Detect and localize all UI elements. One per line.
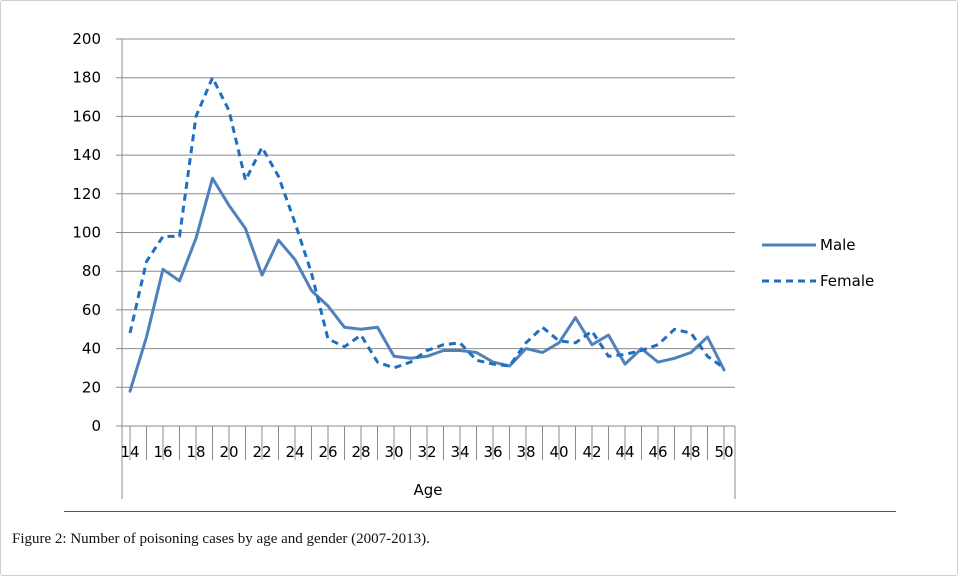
y-tick-label-80: 80 [82,262,101,280]
x-axis-ticks: 14 16 18 20 22 24 26 28 30 32 34 36 38 40 42 44 46 48 50 [120,426,734,461]
series-lines [128,76,726,393]
x-tick-label-46: 46 [648,443,667,461]
x-tick-label-36: 36 [483,443,502,461]
y-tick-label-0: 0 [91,417,101,435]
caption-text: Number of poisoning cases by age and gen… [66,531,430,547]
axes [116,39,736,499]
x-tick-label-26: 26 [318,443,337,461]
x-tick-label-30: 30 [384,443,403,461]
legend-label-female: Female [820,272,874,290]
x-tick-label-16: 16 [153,443,172,461]
caption-divider [64,511,896,512]
x-tick-label-38: 38 [516,443,535,461]
x-tick-label-14: 14 [120,443,139,461]
y-tick-label-100: 100 [72,224,101,242]
x-tick-label-22: 22 [252,443,271,461]
x-tick-label-50: 50 [714,443,733,461]
x-tick-label-32: 32 [417,443,436,461]
y-tick-label-20: 20 [82,378,101,396]
y-tick-label-120: 120 [72,185,101,203]
x-tick-label-34: 34 [450,443,469,461]
y-tick-label-180: 180 [72,69,101,87]
gridlines [116,38,735,388]
legend: Male Female [762,236,874,290]
series-line-male [128,176,726,393]
y-tick-label-200: 200 [72,30,101,48]
x-tick-label-28: 28 [351,443,370,461]
y-tick-label-160: 160 [72,107,101,125]
x-tick-label-18: 18 [186,443,205,461]
y-tick-label-40: 40 [82,340,101,358]
y-tick-label-60: 60 [82,301,101,319]
figure-caption: Figure 2: Number of poisoning cases by a… [12,531,430,548]
x-tick-label-48: 48 [681,443,700,461]
series-line-female [128,76,725,370]
legend-label-male: Male [820,236,856,254]
y-tick-label-140: 140 [72,146,101,164]
x-tick-label-24: 24 [285,443,304,461]
caption-label: Figure 2: [12,531,67,547]
x-tick-label-44: 44 [615,443,634,461]
y-axis-ticks: 0 20 40 60 80 100 120 140 160 180 200 [72,30,101,435]
x-axis-title: Age [413,481,442,499]
x-tick-label-40: 40 [549,443,568,461]
x-tick-label-20: 20 [219,443,238,461]
x-tick-label-42: 42 [582,443,601,461]
